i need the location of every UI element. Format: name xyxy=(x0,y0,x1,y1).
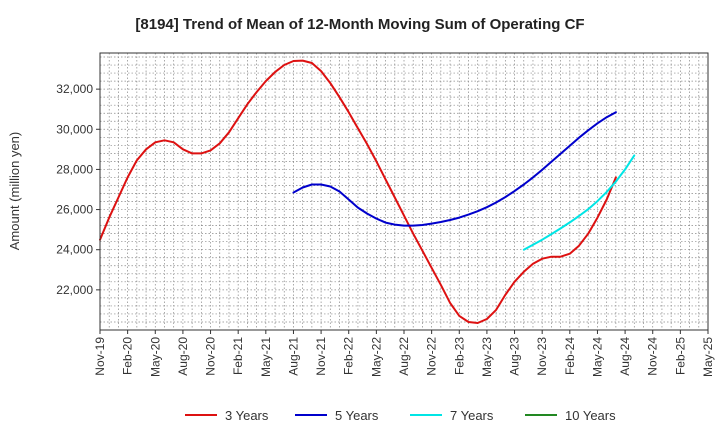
x-tick-label: May-22 xyxy=(369,337,383,377)
series-line-3-years xyxy=(99,59,617,324)
y-axis-ticks: 22,000 24,000 26,000 28,000 30,000 32,000 xyxy=(56,82,100,297)
series-line-7-years xyxy=(522,154,636,251)
x-tick-label: May-20 xyxy=(148,337,162,377)
grid-layer xyxy=(100,53,708,330)
x-tick-label: Feb-24 xyxy=(563,337,577,375)
x-tick-label: Aug-21 xyxy=(286,337,300,376)
x-tick-label: May-23 xyxy=(480,337,494,377)
x-tick-label: Feb-25 xyxy=(673,337,687,375)
legend-label: 5 Years xyxy=(335,408,379,423)
legend-label: 7 Years xyxy=(450,408,494,423)
x-tick-label: Aug-20 xyxy=(176,337,190,376)
y-tick-label: 22,000 xyxy=(56,283,93,297)
x-tick-label: Aug-24 xyxy=(618,337,632,376)
x-axis-ticks: Nov-19 Feb-20 May-20 Aug-20 Nov-20 Feb-21 May-… xyxy=(93,330,715,377)
legend-label: 3 Years xyxy=(225,408,269,423)
x-tick-label: May-25 xyxy=(701,337,715,377)
x-tick-label: May-21 xyxy=(259,337,273,377)
x-tick-label: Feb-20 xyxy=(121,337,135,375)
y-axis-label: Amount (million yen) xyxy=(7,132,22,251)
legend-label: 10 Years xyxy=(565,408,616,423)
y-tick-label: 28,000 xyxy=(56,162,93,176)
y-tick-label: 26,000 xyxy=(56,203,93,217)
y-tick-label: 32,000 xyxy=(56,82,93,96)
x-tick-label: Aug-23 xyxy=(508,337,522,376)
x-tick-label: Nov-19 xyxy=(93,337,107,376)
series-layer xyxy=(99,59,636,324)
x-tick-label: Nov-21 xyxy=(314,337,328,376)
legend: 3 Years 5 Years 7 Years 10 Years xyxy=(185,408,616,423)
x-tick-label: Aug-22 xyxy=(397,337,411,376)
x-tick-label: Nov-20 xyxy=(204,337,218,376)
x-tick-label: Feb-21 xyxy=(231,337,245,375)
x-tick-label: Feb-23 xyxy=(452,337,466,375)
chart-title: [8194] Trend of Mean of 12-Month Moving … xyxy=(135,16,584,33)
x-tick-label: Nov-22 xyxy=(425,337,439,376)
x-tick-label: Nov-23 xyxy=(535,337,549,376)
series-line-5-years xyxy=(292,111,617,227)
x-tick-label: Feb-22 xyxy=(342,337,356,375)
y-tick-label: 24,000 xyxy=(56,243,93,257)
y-tick-label: 30,000 xyxy=(56,122,93,136)
x-tick-label: May-24 xyxy=(590,337,604,377)
x-tick-label: Nov-24 xyxy=(646,337,660,376)
